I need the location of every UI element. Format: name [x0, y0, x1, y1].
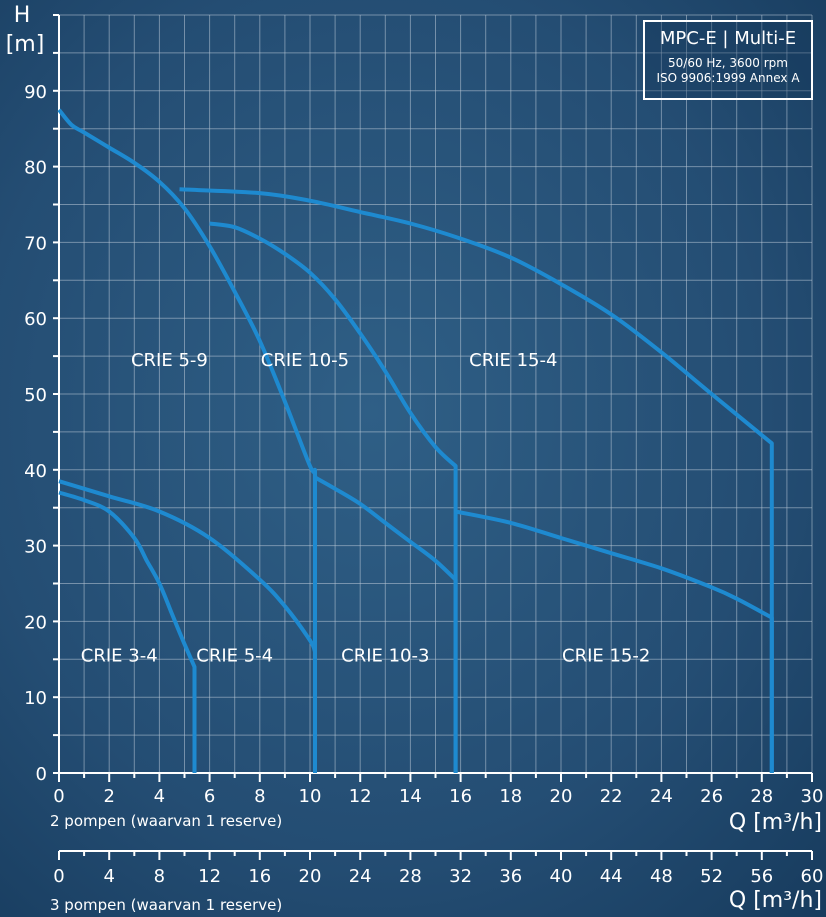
- y-tick-label: 10: [24, 688, 47, 709]
- x-tick-label: 18: [499, 786, 522, 807]
- x-tick-label: 30: [801, 786, 824, 807]
- product-title: MPC-E | Multi-E: [659, 28, 797, 49]
- region-label-crie-10-5: CRIE 10-5: [261, 350, 349, 371]
- x2-tick-label: 32: [449, 866, 472, 887]
- x2-tick-label: 28: [399, 866, 422, 887]
- x-tick-label: 6: [204, 786, 215, 807]
- curve-crie-5-9: [57, 108, 317, 773]
- info-box: MPC-E | Multi-E 50/60 Hz, 3600 rpm ISO 9…: [643, 20, 813, 100]
- region-label-crie-15-4: CRIE 15-4: [469, 350, 557, 371]
- x-tick-label: 20: [550, 786, 573, 807]
- curve-crie-3-4: [58, 490, 197, 773]
- caption-3-pumps: 3 pompen (waarvan 1 reserve): [50, 896, 282, 914]
- x2-tick-label: 60: [801, 866, 824, 887]
- y-tick-label: 70: [24, 233, 47, 254]
- y-tick-label: 40: [24, 461, 47, 482]
- x-tick-label: 24: [650, 786, 673, 807]
- y-axis-title: H: [14, 3, 31, 28]
- x2-tick-label: 0: [53, 866, 64, 887]
- x-tick-label: 10: [299, 786, 322, 807]
- x2-tick-label: 24: [349, 866, 372, 887]
- x-tick-label: 28: [750, 786, 773, 807]
- region-label-crie-3-4: CRIE 3-4: [81, 646, 158, 667]
- y-tick-label: 30: [24, 537, 47, 558]
- y-tick-label: 20: [24, 612, 47, 633]
- x2-tick-label: 56: [750, 866, 773, 887]
- y-axis-unit: [m]: [6, 32, 45, 57]
- label-layer: CRIE 5-9 CRIE 10-5 CRIE 15-4 CRIE 3-4 CRIE 5…: [81, 350, 651, 667]
- region-label-crie-10-3: CRIE 10-3: [341, 646, 429, 667]
- x-tick-label: 4: [154, 786, 165, 807]
- y-tick-label: 90: [24, 82, 47, 103]
- x-tick-label: 8: [254, 786, 265, 807]
- x-tick-label: 26: [700, 786, 723, 807]
- x2-tick-label: 48: [650, 866, 673, 887]
- x2-tick-label: 40: [550, 866, 573, 887]
- x-tick-label: 22: [600, 786, 623, 807]
- y-tick-label: 50: [24, 385, 47, 406]
- spec-line-1: 50/60 Hz, 3600 rpm: [668, 56, 788, 70]
- curve-crie-15-4: [179, 187, 774, 773]
- caption-2-pumps: 2 pompen (waarvan 1 reserve): [50, 812, 282, 830]
- x2-tick-label: 12: [198, 866, 221, 887]
- y-tick-label: 80: [24, 158, 47, 179]
- x2-tick-label: 4: [103, 866, 114, 887]
- x-tick-label: 12: [349, 786, 372, 807]
- region-label-crie-15-2: CRIE 15-2: [562, 646, 650, 667]
- x2-tick-label: 20: [299, 866, 322, 887]
- curve-layer: [57, 108, 774, 773]
- x2-axis-title: Q [m³/h]: [729, 888, 822, 913]
- x2-tick-label: 36: [499, 866, 522, 887]
- region-label-crie-5-9: CRIE 5-9: [131, 350, 208, 371]
- x2-tick-label: 8: [154, 866, 165, 887]
- curve-crie-5-4: [58, 479, 317, 773]
- x-tick-label: 0: [53, 786, 64, 807]
- x-tick-label: 14: [399, 786, 422, 807]
- grid-layer: [59, 14, 813, 773]
- region-label-crie-5-4: CRIE 5-4: [196, 646, 273, 667]
- x-tick-label: 16: [449, 786, 472, 807]
- curve-crie-10-5: [209, 221, 458, 773]
- spec-line-2: ISO 9906:1999 Annex A: [656, 71, 800, 85]
- y-tick-label: 60: [24, 309, 47, 330]
- y-tick-label: 0: [36, 764, 47, 785]
- x-tick-label: 2: [103, 786, 114, 807]
- x-axis-title: Q [m³/h]: [729, 810, 822, 835]
- x2-tick-label: 16: [248, 866, 271, 887]
- curve-crie-15-2: [455, 509, 774, 773]
- curve-crie-10-3: [314, 475, 458, 773]
- x2-tick-label: 44: [600, 866, 623, 887]
- x2-tick-label: 52: [700, 866, 723, 887]
